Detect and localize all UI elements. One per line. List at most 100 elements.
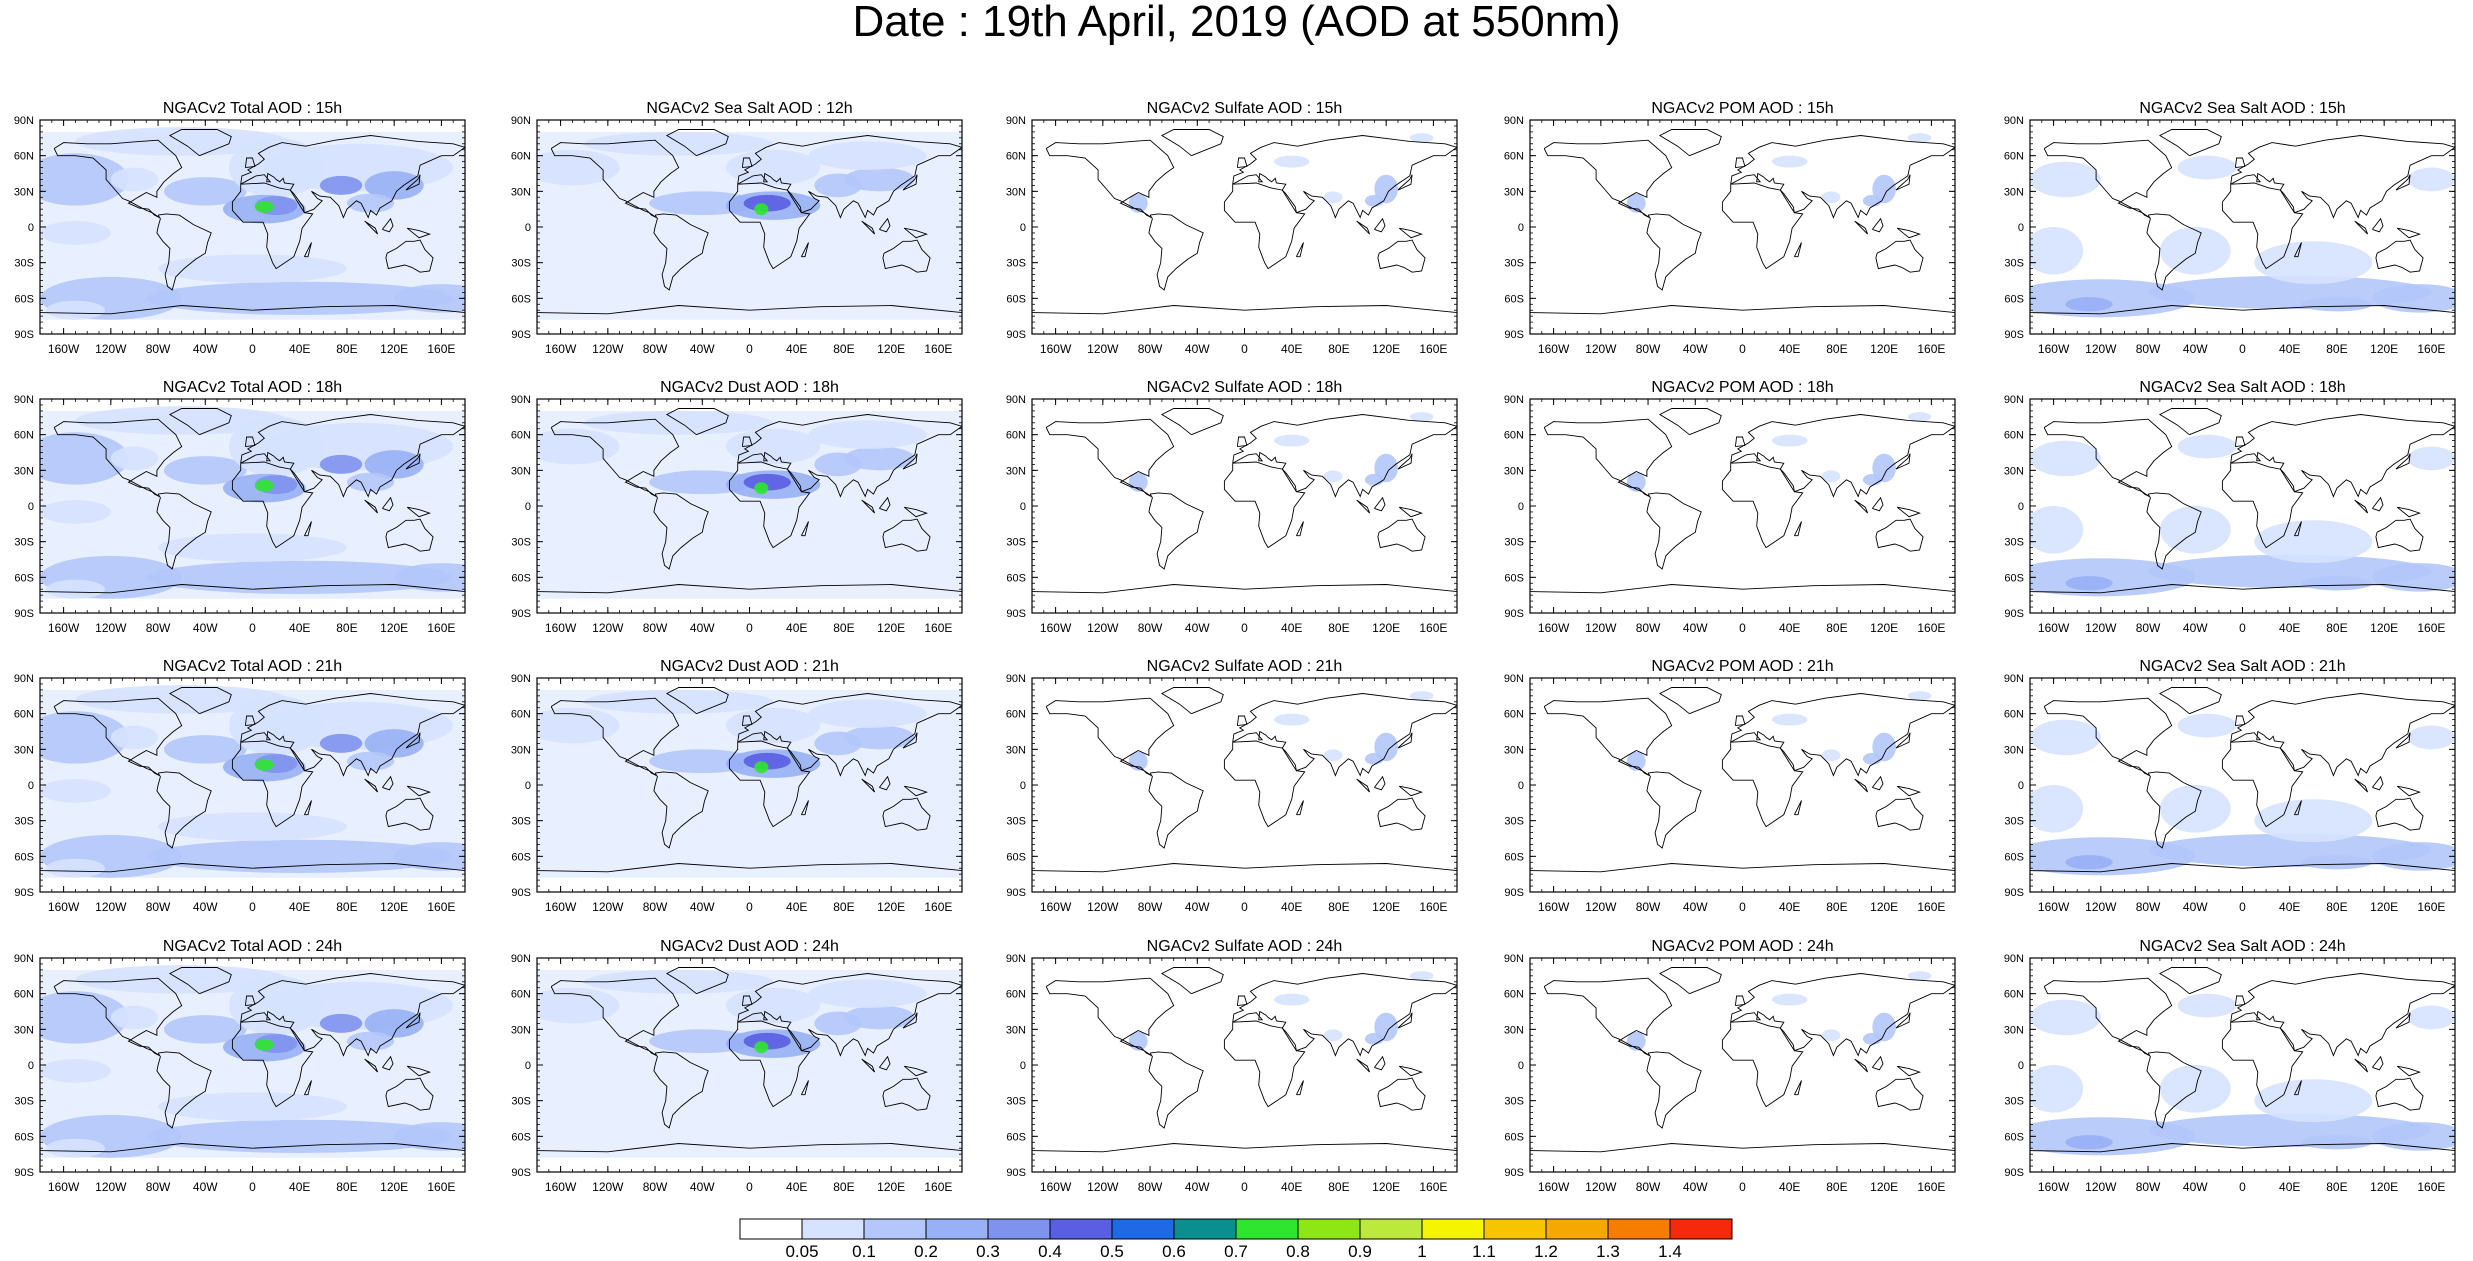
- lat-tick-label: 30S: [14, 1096, 34, 1108]
- lat-tick-label: 60S: [1006, 1131, 1026, 1143]
- colorbar-box: [1421, 1218, 1485, 1240]
- lat-tick-label: 30S: [1504, 1096, 1524, 1108]
- lat-tick-label: 30S: [511, 537, 531, 549]
- lat-tick-label: 30N: [1006, 1024, 1026, 1036]
- aod-field: [2177, 713, 2237, 738]
- aod-field: [1772, 713, 1808, 726]
- aod-field: [394, 563, 465, 592]
- coastline: [53, 139, 183, 218]
- coastline: [902, 453, 918, 470]
- lon-tick-label: 120E: [877, 900, 905, 914]
- coastline: [737, 414, 962, 498]
- aod-field: [45, 300, 105, 320]
- lat-tick-label: 30S: [2004, 816, 2024, 828]
- coastline: [1398, 506, 1424, 518]
- aod-field: [364, 729, 424, 758]
- coastline: [1374, 217, 1386, 233]
- coastline: [405, 453, 421, 470]
- coastline: [2234, 715, 2246, 727]
- map-background: [1530, 399, 1955, 613]
- aod-field: [45, 858, 105, 878]
- lon-tick-label: 160W: [2038, 1180, 2070, 1194]
- coastline: [903, 506, 929, 518]
- lon-tick-label: 40E: [1779, 900, 1800, 914]
- lat-tick-label: 30S: [1006, 816, 1026, 828]
- aod-field: [1274, 713, 1310, 726]
- aod-field: [1821, 191, 1841, 204]
- aod-field: [346, 1031, 395, 1051]
- lon-tick-label: 160E: [2417, 900, 2445, 914]
- aod-field: [394, 1122, 465, 1151]
- coastline: [53, 697, 183, 776]
- lon-tick-label: 120W: [95, 1180, 127, 1194]
- coastline: [2396, 227, 2422, 239]
- lat-tick-label: 90N: [511, 673, 531, 685]
- lon-tick-label: 160W: [1538, 1180, 1570, 1194]
- coastline: [2372, 496, 2384, 512]
- lon-tick-label: 160E: [924, 342, 952, 356]
- lat-tick-label: 60S: [14, 293, 34, 305]
- coastline: [1374, 775, 1386, 791]
- coastline: [903, 1065, 929, 1077]
- coastline: [2372, 1055, 2384, 1071]
- lat-tick-label: 30S: [14, 537, 34, 549]
- colorbar-label: 0.7: [1224, 1242, 1248, 1261]
- lat-tick-label: 30N: [2004, 186, 2024, 198]
- aod-field: [2254, 520, 2373, 564]
- aod-field: [584, 969, 774, 994]
- lon-tick-label: 80W: [146, 1180, 171, 1194]
- coastline: [2230, 973, 2455, 1057]
- lon-tick-label: 40E: [2279, 342, 2300, 356]
- coastline: [882, 239, 931, 273]
- lat-tick-label: 90N: [511, 394, 531, 406]
- lon-tick-label: 120W: [592, 342, 624, 356]
- lat-tick-label: 0: [28, 501, 34, 513]
- coastline: [550, 139, 680, 218]
- coastline: [1896, 1065, 1922, 1077]
- aod-field: [1821, 1029, 1841, 1042]
- aod-field: [2065, 297, 2113, 312]
- aod-field: [537, 987, 620, 1024]
- aod-field: [346, 751, 395, 771]
- coastline: [800, 521, 809, 537]
- coastline: [2234, 157, 2246, 169]
- coastline: [1872, 496, 1884, 512]
- lon-tick-label: 80W: [1636, 621, 1661, 635]
- aod-field: [1409, 412, 1434, 422]
- lon-tick-label: 40W: [690, 900, 715, 914]
- lat-tick-label: 60S: [511, 1131, 531, 1143]
- coastline: [1895, 732, 1911, 749]
- aod-field: [1364, 473, 1384, 486]
- lon-tick-label: 160E: [427, 621, 455, 635]
- lat-tick-label: 60S: [2004, 1131, 2024, 1143]
- lon-tick-label: 0: [1241, 1180, 1248, 1194]
- coastline: [737, 135, 962, 219]
- aod-field: [808, 420, 927, 449]
- lat-tick-label: 90S: [2004, 608, 2024, 620]
- lon-tick-label: 120E: [380, 342, 408, 356]
- lon-tick-label: 120W: [1087, 342, 1119, 356]
- coastline: [382, 775, 394, 791]
- lat-tick-label: 60S: [2004, 851, 2024, 863]
- lat-tick-label: 90N: [511, 953, 531, 965]
- lon-tick-label: 40W: [690, 342, 715, 356]
- lat-tick-label: 60N: [511, 989, 531, 1001]
- lon-tick-label: 40W: [193, 1180, 218, 1194]
- coastline: [303, 242, 312, 258]
- lat-tick-label: 90N: [511, 115, 531, 127]
- lon-tick-label: 120W: [2085, 621, 2117, 635]
- lat-tick-label: 30S: [2004, 258, 2024, 270]
- coastline: [1160, 408, 1224, 436]
- lon-tick-label: 160E: [1917, 900, 1945, 914]
- colorbar-label: 0.1: [852, 1242, 876, 1261]
- map-panel: NGACv2 Total AOD : 24h 90N 60N 30N 0 30S 60S 90…: [14, 938, 466, 1194]
- colorbar-box: [1483, 1218, 1547, 1240]
- aod-field: [254, 1038, 274, 1051]
- lon-tick-label: 160W: [545, 900, 577, 914]
- lon-tick-label: 80E: [1328, 342, 1349, 356]
- lon-tick-label: 80W: [146, 342, 171, 356]
- lat-tick-label: 0: [525, 501, 531, 513]
- lon-tick-label: 160W: [2038, 621, 2070, 635]
- lon-tick-label: 160E: [427, 342, 455, 356]
- lon-tick-label: 160W: [2038, 900, 2070, 914]
